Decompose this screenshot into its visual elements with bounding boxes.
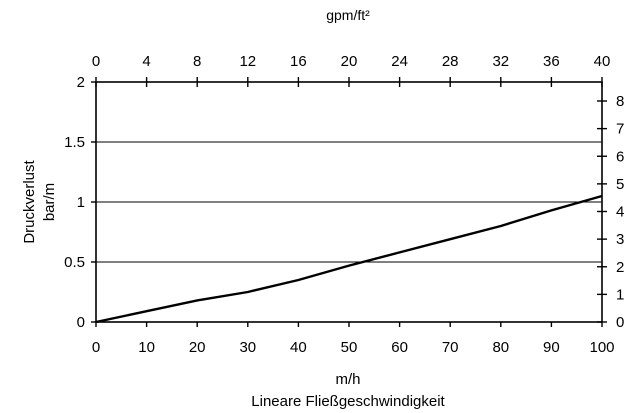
x-tick-label: 30 (239, 339, 256, 356)
x-tick-label: 60 (391, 339, 408, 356)
gridlines (96, 141, 602, 263)
x-tick-label: 80 (492, 339, 509, 356)
top-axis: 0 4 8 12 16 20 24 28 32 36 40 (92, 53, 611, 87)
top-tick-label: 36 (543, 53, 560, 70)
y-tick-label: 1.5 (64, 134, 85, 151)
top-tick-label: 32 (492, 53, 509, 70)
x-tick-label: 20 (189, 339, 206, 356)
y-tick-label: 2 (77, 74, 85, 91)
x-axis-title: Lineare Fließgeschwindigkeit (251, 393, 445, 410)
right-tick-label: 1 (616, 286, 624, 303)
top-tick-label: 20 (341, 53, 358, 70)
series-line (95, 194, 603, 324)
right-tick-label: 3 (616, 231, 624, 248)
right-tick-label: 2 (616, 259, 624, 276)
x-axis-unit: m/h (335, 371, 360, 388)
top-axis-unit: gpm/ft² (326, 7, 370, 23)
top-tick-label: 40 (594, 53, 611, 70)
y-axis-title-line2: bar/m (41, 183, 58, 221)
y-axis-title-line1: Druckverlust (21, 159, 38, 243)
top-tick-label: 28 (442, 53, 459, 70)
y-tick-label: 1 (77, 194, 85, 211)
x-tick-label: 10 (138, 339, 155, 356)
x-tick-label: 90 (543, 339, 560, 356)
bottom-axis: 0 10 20 30 40 50 60 70 80 90 100 (92, 322, 615, 356)
top-tick-label: 16 (290, 53, 307, 70)
right-axis: 0 1 2 3 4 5 6 7 8 (597, 93, 624, 331)
x-tick-label: 70 (442, 339, 459, 356)
left-axis: 0 0.5 1 1.5 2 (64, 74, 96, 331)
x-tick-label: 50 (341, 339, 358, 356)
right-tick-label: 8 (616, 93, 624, 110)
right-tick-label: 0 (616, 314, 624, 331)
top-tick-label: 0 (92, 53, 100, 70)
x-tick-label: 0 (92, 339, 100, 356)
right-tick-label: 6 (616, 148, 624, 165)
top-tick-label: 4 (142, 53, 150, 70)
right-tick-label: 4 (616, 204, 624, 221)
right-tick-label: 7 (616, 121, 624, 138)
x-tick-label: 40 (290, 339, 307, 356)
y-tick-label: 0.5 (64, 254, 85, 271)
x-tick-label: 100 (589, 339, 614, 356)
top-tick-label: 12 (239, 53, 256, 70)
top-tick-label: 24 (391, 53, 408, 70)
right-tick-label: 5 (616, 176, 624, 193)
top-tick-label: 8 (193, 53, 201, 70)
y-tick-label: 0 (77, 314, 85, 331)
